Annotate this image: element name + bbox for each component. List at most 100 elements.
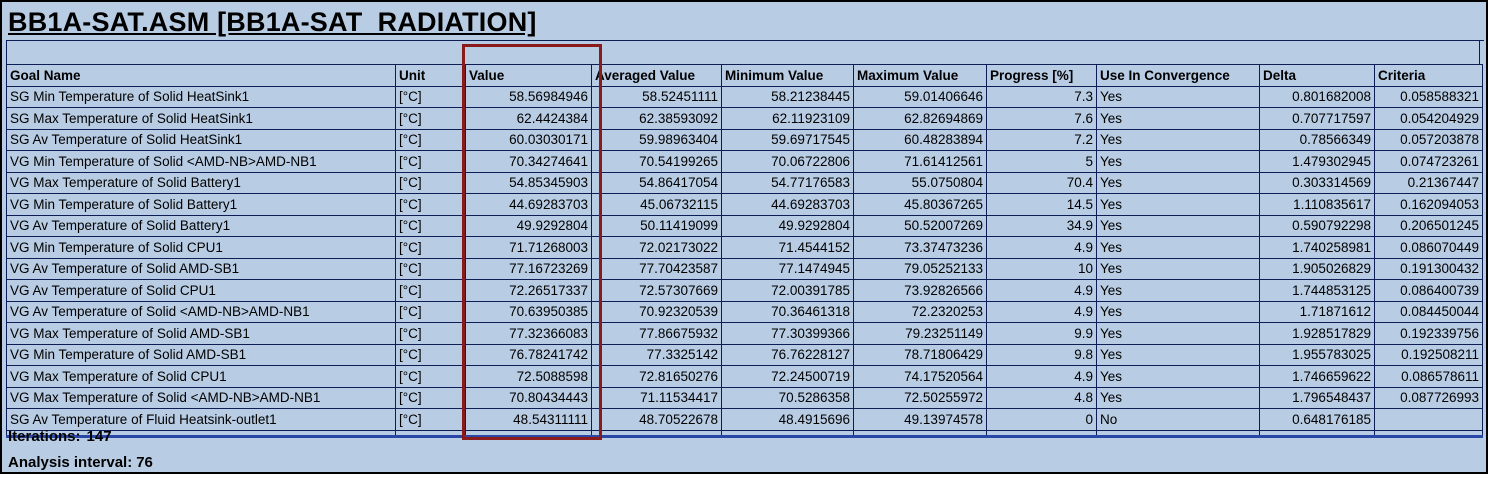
value-cell[interactable]: 62.4424384 (465, 107, 592, 130)
col-header-progress[interactable]: Progress [%] (986, 64, 1097, 87)
unit-cell[interactable]: [°C] (395, 85, 466, 108)
criteria-cell[interactable]: 0.054204929 (1374, 107, 1483, 130)
table-row[interactable]: VG Max Temperature of Solid Battery1 [°C]… (6, 171, 1483, 194)
goal-name-cell[interactable]: VG Max Temperature of Solid <AMD-NB>AMD-… (6, 386, 396, 409)
maximum-value-cell[interactable]: 55.0750804 (853, 171, 987, 194)
maximum-value-cell[interactable]: 60.48283894 (853, 128, 987, 151)
value-cell[interactable]: 72.5088598 (465, 365, 592, 388)
goal-name-cell[interactable]: VG Max Temperature of Solid CPU1 (6, 365, 396, 388)
maximum-value-cell[interactable]: 59.01406646 (853, 85, 987, 108)
minimum-value-cell[interactable]: 48.4915696 (721, 408, 854, 431)
use-in-convergence-cell[interactable]: Yes (1096, 150, 1260, 173)
goal-name-cell[interactable]: VG Av Temperature of Solid CPU1 (6, 279, 396, 302)
use-in-convergence-cell[interactable]: Yes (1096, 107, 1260, 130)
averaged-value-cell[interactable]: 58.52451111 (591, 85, 722, 108)
goal-name-cell[interactable]: VG Av Temperature of Solid AMD-SB1 (6, 257, 396, 280)
table-row[interactable]: VG Min Temperature of Solid CPU1 [°C] 71.7… (6, 236, 1483, 259)
minimum-value-cell[interactable]: 58.21238445 (721, 85, 854, 108)
minimum-value-cell[interactable]: 77.1474945 (721, 257, 854, 280)
minimum-value-cell[interactable]: 71.4544152 (721, 236, 854, 259)
minimum-value-cell[interactable]: 76.76228127 (721, 343, 854, 366)
progress-cell[interactable]: 5 (986, 150, 1097, 173)
col-header-unit[interactable]: Unit (395, 64, 466, 87)
maximum-value-cell[interactable]: 73.37473236 (853, 236, 987, 259)
value-cell[interactable]: 76.78241742 (465, 343, 592, 366)
unit-cell[interactable]: [°C] (395, 322, 466, 345)
table-row[interactable]: VG Max Temperature of Solid AMD-SB1 [°C] 7… (6, 322, 1483, 345)
minimum-value-cell[interactable]: 70.06722806 (721, 150, 854, 173)
maximum-value-cell[interactable]: 72.2320253 (853, 300, 987, 323)
criteria-cell[interactable]: 0.162094053 (1374, 193, 1483, 216)
progress-cell[interactable]: 4.9 (986, 279, 1097, 302)
maximum-value-cell[interactable]: 78.71806429 (853, 343, 987, 366)
use-in-convergence-cell[interactable]: Yes (1096, 300, 1260, 323)
maximum-value-cell[interactable]: 50.52007269 (853, 214, 987, 237)
unit-cell[interactable]: [°C] (395, 193, 466, 216)
goal-name-cell[interactable]: VG Min Temperature of Solid CPU1 (6, 236, 396, 259)
table-row[interactable]: VG Min Temperature of Solid AMD-SB1 [°C] 7… (6, 343, 1483, 366)
averaged-value-cell[interactable]: 71.11534417 (591, 386, 722, 409)
unit-cell[interactable]: [°C] (395, 300, 466, 323)
table-row[interactable]: VG Min Temperature of Solid Battery1 [°C]… (6, 193, 1483, 216)
value-cell[interactable]: 71.71268003 (465, 236, 592, 259)
col-header-minimum-value[interactable]: Minimum Value (721, 64, 854, 87)
unit-cell[interactable]: [°C] (395, 236, 466, 259)
use-in-convergence-cell[interactable]: Yes (1096, 171, 1260, 194)
value-cell[interactable]: 72.26517337 (465, 279, 592, 302)
criteria-cell[interactable]: 0.192508211 (1374, 343, 1483, 366)
use-in-convergence-cell[interactable]: Yes (1096, 236, 1260, 259)
averaged-value-cell[interactable]: 72.57307669 (591, 279, 722, 302)
minimum-value-cell[interactable]: 72.00391785 (721, 279, 854, 302)
averaged-value-cell[interactable]: 50.11419099 (591, 214, 722, 237)
use-in-convergence-cell[interactable]: Yes (1096, 128, 1260, 151)
table-row[interactable]: SG Av Temperature of Fluid Heatsink-outl… (6, 408, 1483, 431)
table-row[interactable]: VG Max Temperature of Solid <AMD-NB>AMD-… (6, 386, 1483, 409)
maximum-value-cell[interactable]: 79.05252133 (853, 257, 987, 280)
table-row[interactable]: SG Max Temperature of Solid HeatSink1 [°C… (6, 107, 1483, 130)
progress-cell[interactable]: 4.9 (986, 236, 1097, 259)
progress-cell[interactable]: 7.3 (986, 85, 1097, 108)
use-in-convergence-cell[interactable]: Yes (1096, 214, 1260, 237)
criteria-cell[interactable]: 0.084450044 (1374, 300, 1483, 323)
progress-cell[interactable]: 9.9 (986, 322, 1097, 345)
minimum-value-cell[interactable]: 44.69283703 (721, 193, 854, 216)
maximum-value-cell[interactable]: 73.92826566 (853, 279, 987, 302)
goal-name-cell[interactable]: VG Min Temperature of Solid AMD-SB1 (6, 343, 396, 366)
delta-cell[interactable]: 0.648176185 (1259, 408, 1375, 431)
value-cell[interactable]: 58.56984946 (465, 85, 592, 108)
progress-cell[interactable]: 9.8 (986, 343, 1097, 366)
maximum-value-cell[interactable]: 45.80367265 (853, 193, 987, 216)
criteria-cell[interactable]: 0.074723261 (1374, 150, 1483, 173)
criteria-cell[interactable] (1374, 408, 1483, 431)
criteria-cell[interactable]: 0.192339756 (1374, 322, 1483, 345)
criteria-cell[interactable]: 0.058588321 (1374, 85, 1483, 108)
table-row[interactable]: VG Max Temperature of Solid CPU1 [°C] 72.5… (6, 365, 1483, 388)
criteria-cell[interactable]: 0.086070449 (1374, 236, 1483, 259)
use-in-convergence-cell[interactable]: Yes (1096, 257, 1260, 280)
table-row[interactable]: VG Av Temperature of Solid <AMD-NB>AMD-N… (6, 300, 1483, 323)
progress-cell[interactable]: 4.9 (986, 300, 1097, 323)
value-cell[interactable]: 77.32366083 (465, 322, 592, 345)
progress-cell[interactable]: 4.8 (986, 386, 1097, 409)
averaged-value-cell[interactable]: 59.98963404 (591, 128, 722, 151)
minimum-value-cell[interactable]: 77.30399366 (721, 322, 854, 345)
unit-cell[interactable]: [°C] (395, 128, 466, 151)
progress-cell[interactable]: 0 (986, 408, 1097, 431)
col-header-use-in-convergence[interactable]: Use In Convergence (1096, 64, 1260, 87)
averaged-value-cell[interactable]: 62.38593092 (591, 107, 722, 130)
goal-name-cell[interactable]: VG Av Temperature of Solid <AMD-NB>AMD-N… (6, 300, 396, 323)
unit-cell[interactable]: [°C] (395, 365, 466, 388)
delta-cell[interactable]: 1.479302945 (1259, 150, 1375, 173)
criteria-cell[interactable]: 0.087726993 (1374, 386, 1483, 409)
delta-cell[interactable]: 1.928517829 (1259, 322, 1375, 345)
minimum-value-cell[interactable]: 49.9292804 (721, 214, 854, 237)
progress-cell[interactable]: 4.9 (986, 365, 1097, 388)
averaged-value-cell[interactable]: 77.86675932 (591, 322, 722, 345)
averaged-value-cell[interactable]: 70.54199265 (591, 150, 722, 173)
value-cell[interactable]: 77.16723269 (465, 257, 592, 280)
averaged-value-cell[interactable]: 72.02173022 (591, 236, 722, 259)
averaged-value-cell[interactable]: 70.92320539 (591, 300, 722, 323)
minimum-value-cell[interactable]: 62.11923109 (721, 107, 854, 130)
goal-name-cell[interactable]: VG Max Temperature of Solid Battery1 (6, 171, 396, 194)
maximum-value-cell[interactable]: 49.13974578 (853, 408, 987, 431)
